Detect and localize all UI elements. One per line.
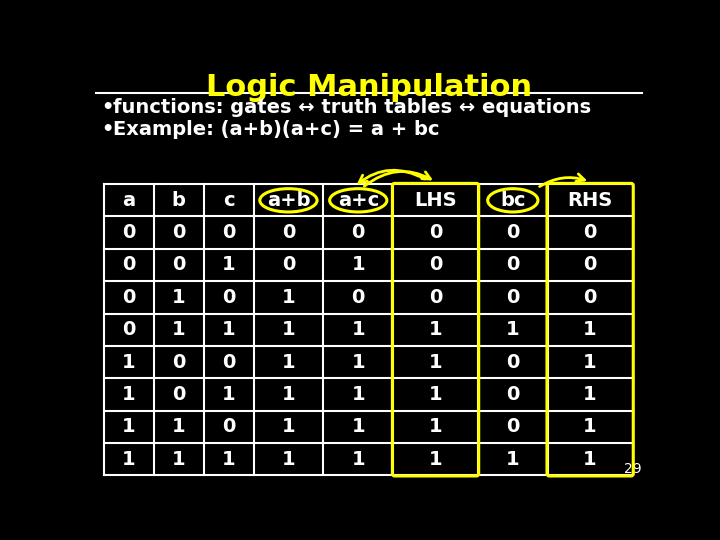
Text: 0: 0 bbox=[282, 255, 295, 274]
Text: 1: 1 bbox=[428, 449, 442, 469]
Text: 0: 0 bbox=[583, 223, 597, 242]
Text: 0: 0 bbox=[583, 288, 597, 307]
Text: 1: 1 bbox=[282, 417, 295, 436]
Text: 1: 1 bbox=[506, 320, 520, 339]
Text: 1: 1 bbox=[351, 320, 365, 339]
Text: 0: 0 bbox=[583, 255, 597, 274]
Text: 1: 1 bbox=[172, 449, 186, 469]
Text: 1: 1 bbox=[351, 385, 365, 404]
Text: 1: 1 bbox=[428, 320, 442, 339]
Text: a: a bbox=[122, 191, 135, 210]
Text: 1: 1 bbox=[282, 449, 295, 469]
Text: 1: 1 bbox=[222, 320, 235, 339]
Text: Logic Manipulation: Logic Manipulation bbox=[206, 72, 532, 102]
Text: 1: 1 bbox=[282, 288, 295, 307]
Text: 0: 0 bbox=[351, 223, 365, 242]
Text: 1: 1 bbox=[351, 449, 365, 469]
Text: 1: 1 bbox=[172, 288, 186, 307]
Text: 0: 0 bbox=[172, 353, 186, 372]
Text: 1: 1 bbox=[351, 255, 365, 274]
Text: 1: 1 bbox=[583, 385, 597, 404]
Text: b: b bbox=[172, 191, 186, 210]
Text: 1: 1 bbox=[506, 449, 520, 469]
Text: 0: 0 bbox=[506, 353, 520, 372]
Text: 0: 0 bbox=[506, 417, 520, 436]
Text: 0: 0 bbox=[506, 288, 520, 307]
Text: 1: 1 bbox=[222, 449, 235, 469]
Text: 0: 0 bbox=[122, 288, 135, 307]
Text: •: • bbox=[101, 98, 113, 117]
Text: 29: 29 bbox=[624, 462, 642, 476]
Text: 0: 0 bbox=[222, 288, 235, 307]
Text: 0: 0 bbox=[429, 255, 442, 274]
Text: LHS: LHS bbox=[414, 191, 457, 210]
Text: 1: 1 bbox=[222, 385, 235, 404]
Text: 1: 1 bbox=[428, 417, 442, 436]
Text: c: c bbox=[222, 191, 235, 210]
Text: 1: 1 bbox=[583, 353, 597, 372]
Text: a+c: a+c bbox=[338, 191, 379, 210]
Text: 1: 1 bbox=[172, 320, 186, 339]
Text: 0: 0 bbox=[222, 223, 235, 242]
Text: 1: 1 bbox=[122, 385, 135, 404]
Text: 0: 0 bbox=[506, 255, 520, 274]
Text: 1: 1 bbox=[428, 353, 442, 372]
Text: 1: 1 bbox=[428, 385, 442, 404]
Text: 1: 1 bbox=[172, 417, 186, 436]
Text: 1: 1 bbox=[122, 417, 135, 436]
Text: 1: 1 bbox=[282, 320, 295, 339]
Text: 1: 1 bbox=[282, 385, 295, 404]
Text: 1: 1 bbox=[583, 320, 597, 339]
Text: 1: 1 bbox=[122, 353, 135, 372]
Text: 0: 0 bbox=[222, 417, 235, 436]
Text: 0: 0 bbox=[172, 385, 186, 404]
Text: 0: 0 bbox=[506, 385, 520, 404]
Text: 1: 1 bbox=[222, 255, 235, 274]
Text: 0: 0 bbox=[506, 223, 520, 242]
Text: 0: 0 bbox=[282, 223, 295, 242]
Text: RHS: RHS bbox=[567, 191, 613, 210]
Text: bc: bc bbox=[500, 191, 526, 210]
Text: 0: 0 bbox=[429, 223, 442, 242]
Text: •: • bbox=[101, 120, 113, 139]
Text: Example: (a+b)(a+c) = a + bc: Example: (a+b)(a+c) = a + bc bbox=[113, 120, 440, 139]
Text: 0: 0 bbox=[122, 223, 135, 242]
Text: 0: 0 bbox=[351, 288, 365, 307]
Text: 0: 0 bbox=[122, 255, 135, 274]
Text: 1: 1 bbox=[583, 417, 597, 436]
Text: 0: 0 bbox=[429, 288, 442, 307]
Text: 1: 1 bbox=[122, 449, 135, 469]
Text: a+b: a+b bbox=[266, 191, 310, 210]
Text: 0: 0 bbox=[172, 255, 186, 274]
Text: 1: 1 bbox=[351, 417, 365, 436]
Text: 1: 1 bbox=[351, 353, 365, 372]
Text: 1: 1 bbox=[583, 449, 597, 469]
Text: 0: 0 bbox=[172, 223, 186, 242]
Text: 0: 0 bbox=[122, 320, 135, 339]
Bar bbox=[104, 184, 632, 475]
Text: 1: 1 bbox=[282, 353, 295, 372]
Text: functions: gates ↔ truth tables ↔ equations: functions: gates ↔ truth tables ↔ equati… bbox=[113, 98, 591, 117]
Text: 0: 0 bbox=[222, 353, 235, 372]
